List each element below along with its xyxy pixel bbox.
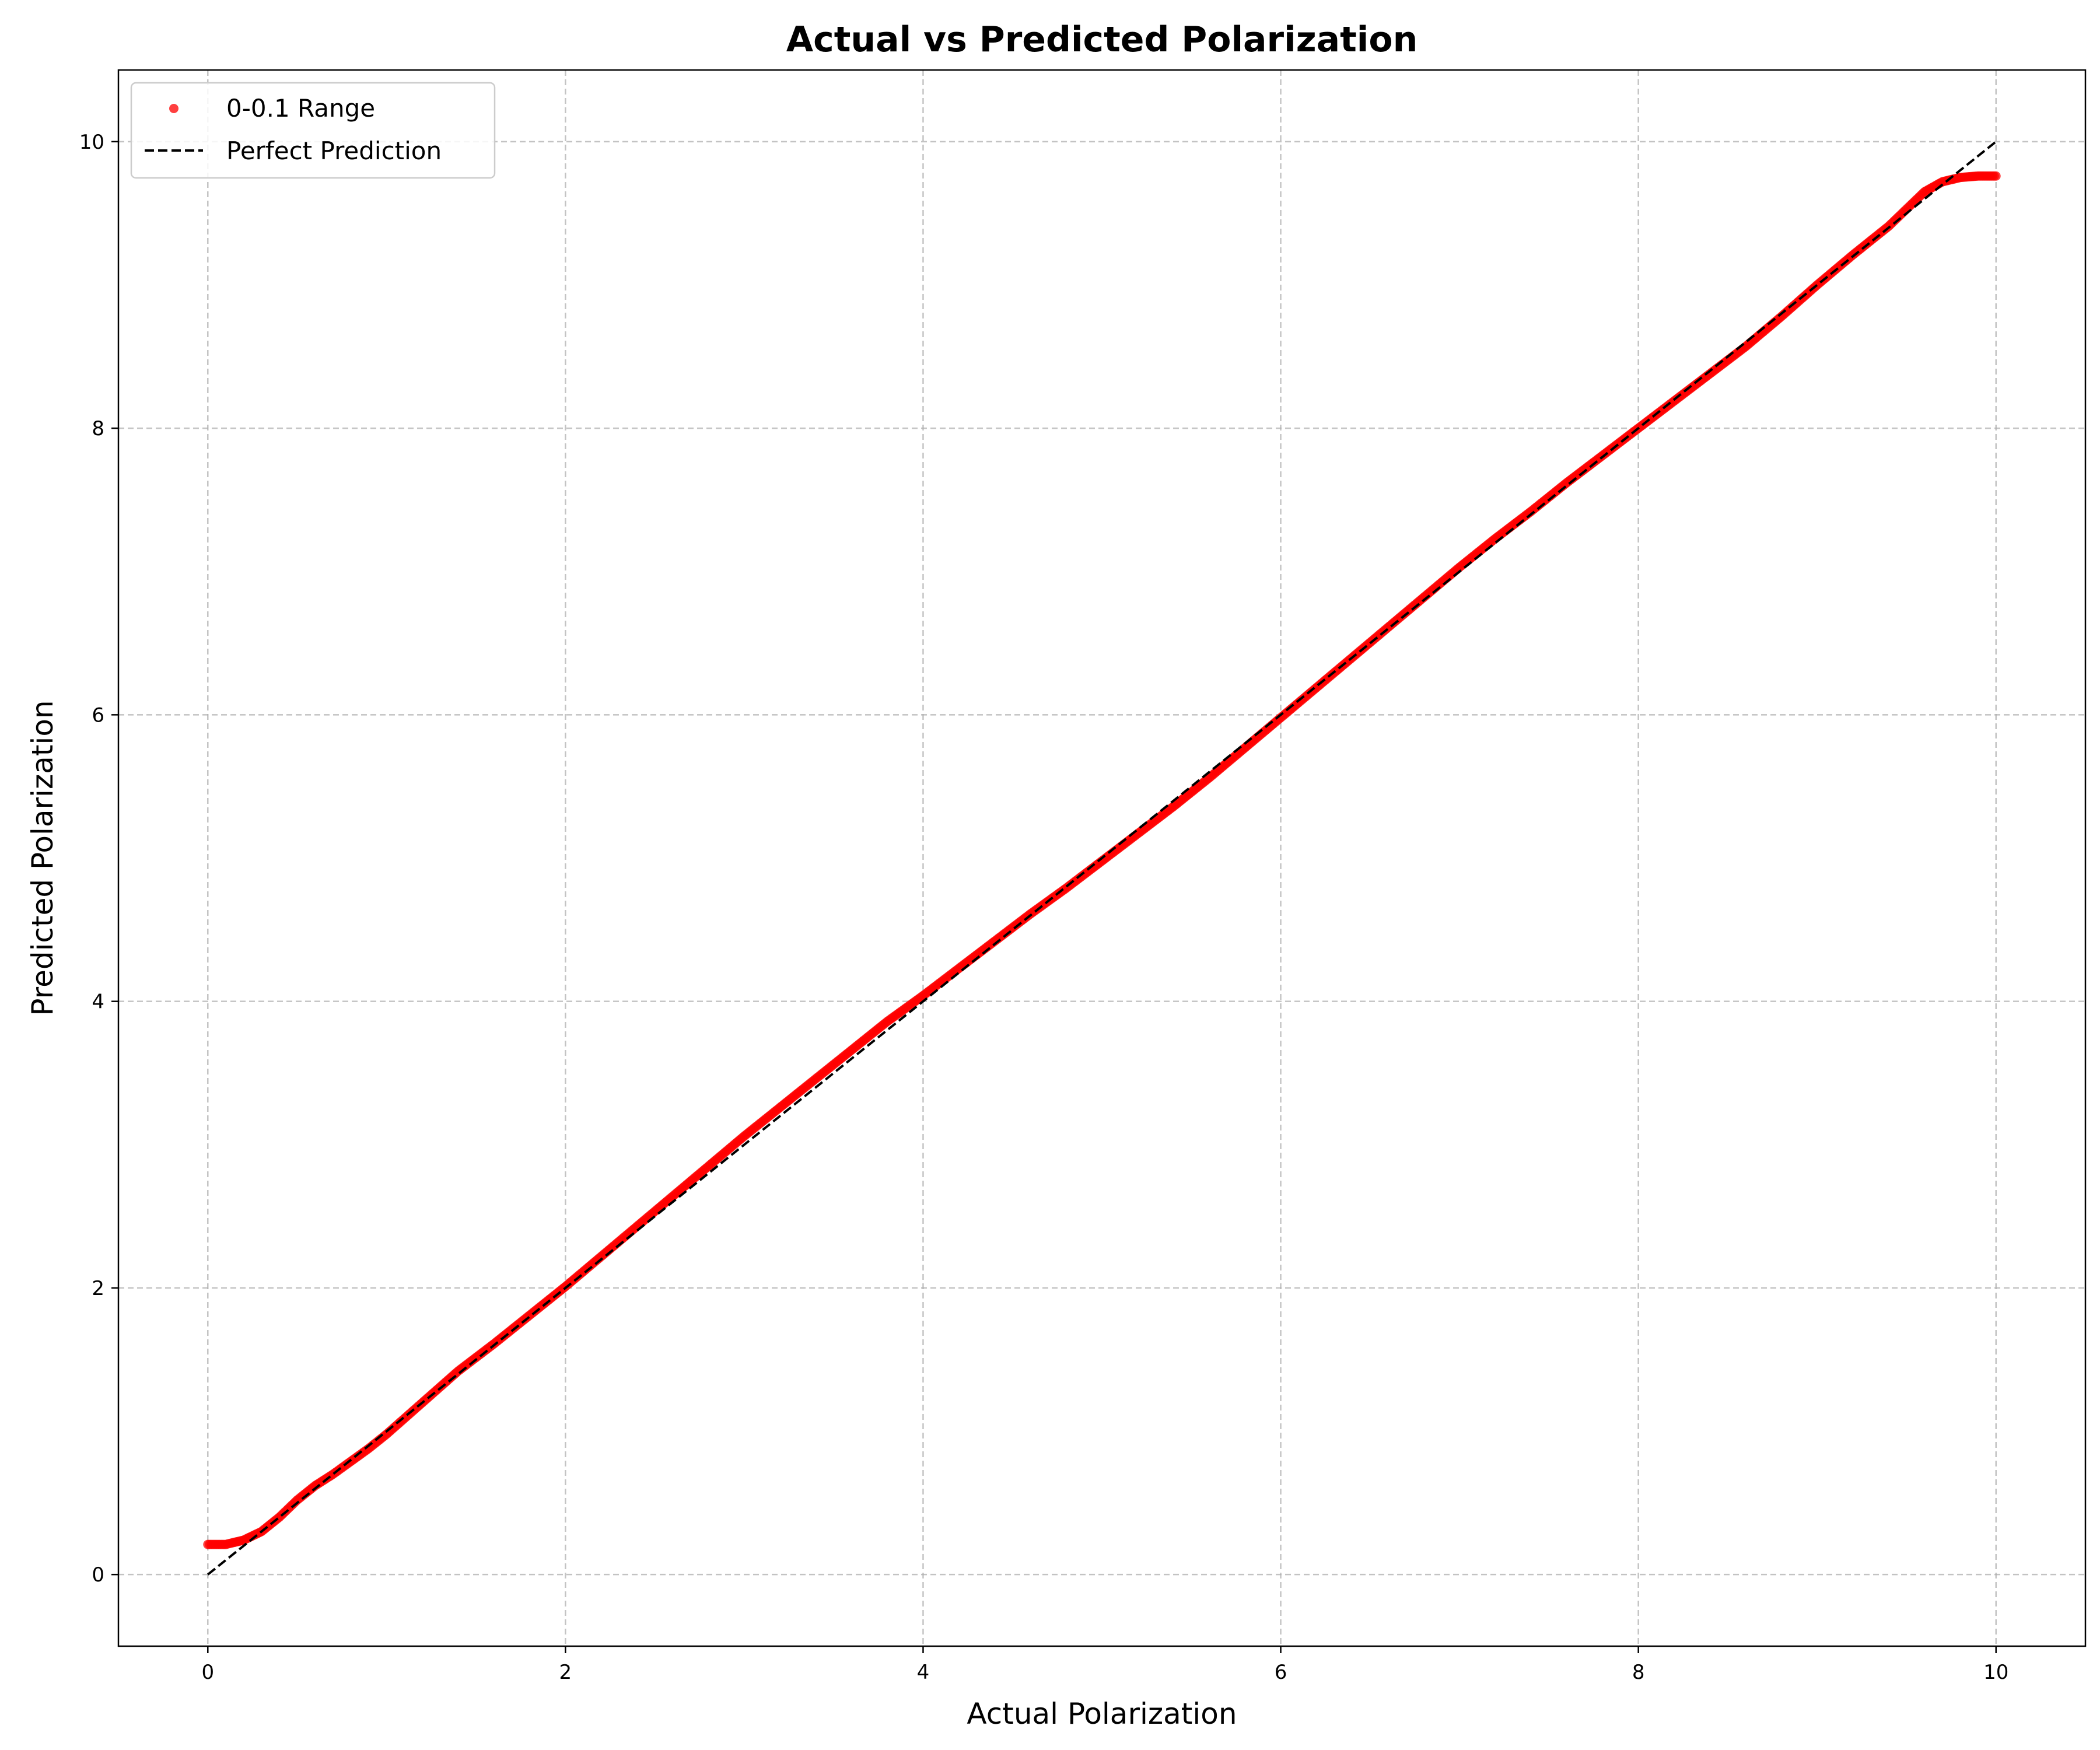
legend-label-scatter: 0-0.1 Range <box>226 94 375 123</box>
x-tick-label: 4 <box>917 1661 930 1684</box>
x-tick-label: 2 <box>559 1661 572 1684</box>
grid <box>118 70 2085 1646</box>
plot-area <box>203 141 2001 1576</box>
axis-ticks: 0 2 4 6 8 10 0 2 4 6 8 10 <box>79 131 2009 1684</box>
y-tick-label: 2 <box>92 1277 104 1300</box>
y-tick-label: 4 <box>92 991 104 1014</box>
y-tick-label: 10 <box>79 131 104 154</box>
legend: 0-0.1 Range Perfect Prediction <box>130 82 496 179</box>
x-tick-label: 8 <box>1632 1661 1645 1684</box>
x-axis-label: Actual Polarization <box>967 1697 1237 1731</box>
x-tick-label: 6 <box>1275 1661 1287 1684</box>
y-axis-label: Predicted Polarization <box>26 700 60 1016</box>
x-tick-label: 0 <box>201 1661 214 1684</box>
y-tick-label: 6 <box>92 704 104 727</box>
y-tick-label: 8 <box>92 417 104 440</box>
scatter-point <box>1991 171 2001 181</box>
y-tick-label: 0 <box>92 1563 104 1587</box>
legend-box <box>130 82 496 179</box>
plot-frame <box>117 69 2087 1647</box>
legend-label-line: Perfect Prediction <box>226 136 442 165</box>
chart-title: Actual vs Predicted Polarization <box>786 19 1418 60</box>
perfect-prediction-line <box>207 141 1997 1576</box>
legend-marker-scatter <box>169 104 178 113</box>
x-tick-label: 10 <box>1983 1661 2008 1684</box>
